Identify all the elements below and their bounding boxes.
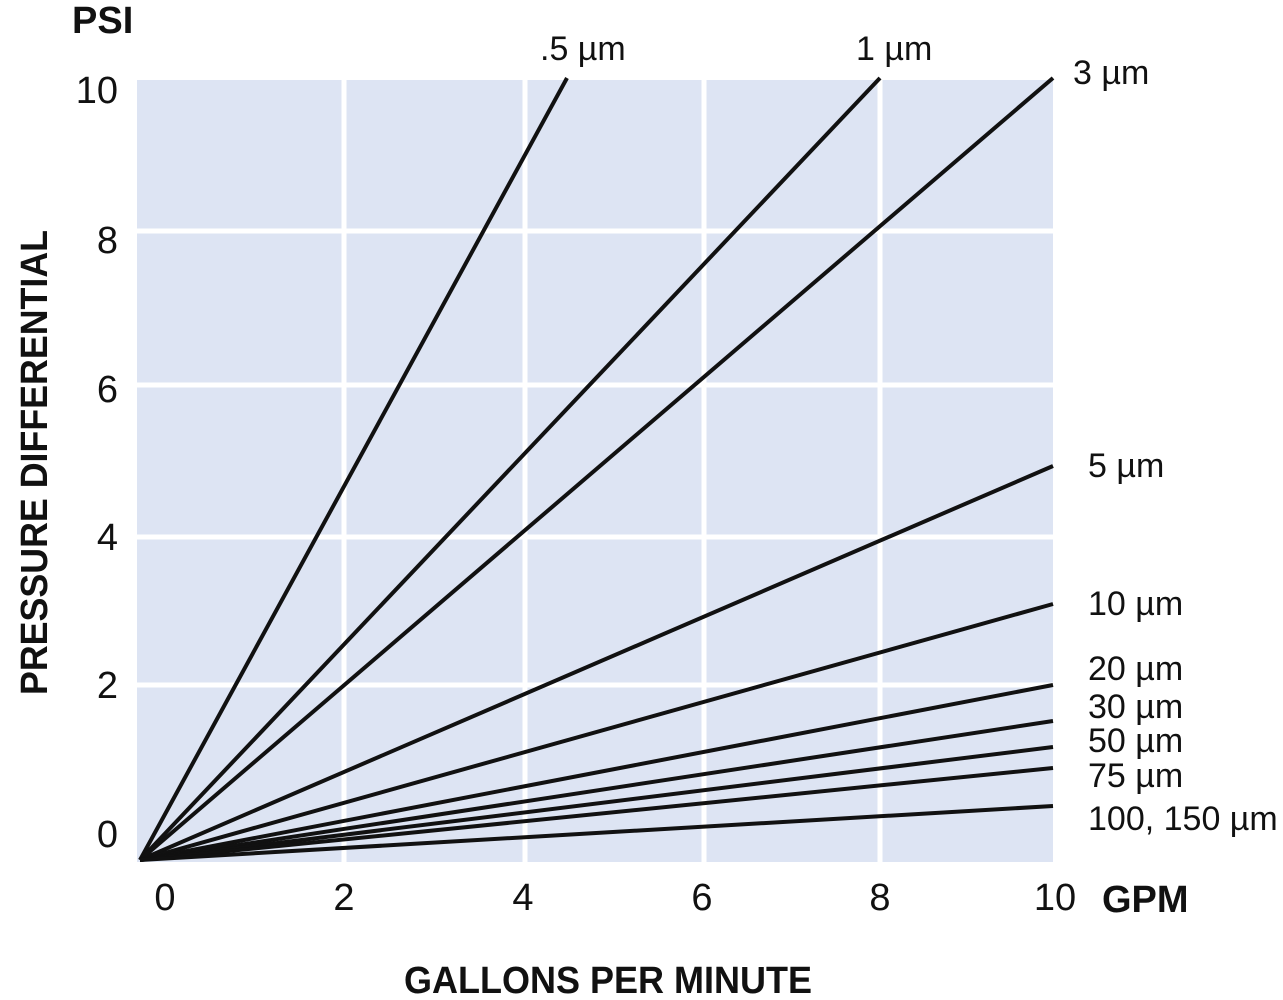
y-tick-label: 0 xyxy=(97,814,118,856)
series-label: .5 µm xyxy=(540,30,626,68)
series-line xyxy=(138,76,882,862)
y-unit-label: PSI xyxy=(72,0,133,42)
y-tick-label: 6 xyxy=(97,369,118,411)
x-tick-label: 2 xyxy=(333,877,354,919)
series-label: 1 µm xyxy=(856,30,932,68)
series-label: 5 µm xyxy=(1088,447,1164,485)
x-tick-label: 4 xyxy=(512,877,533,919)
x-tick-label: 6 xyxy=(691,877,712,919)
series-line xyxy=(139,766,1054,862)
x-axis-ticks: 0 2 4 6 8 10 xyxy=(154,877,1076,919)
y-tick-label: 10 xyxy=(76,70,118,112)
series-label: 75 µm xyxy=(1088,757,1183,795)
x-tick-label: 8 xyxy=(869,877,890,919)
y-tick-label: 8 xyxy=(97,220,118,262)
x-tick-label: 10 xyxy=(1034,877,1076,919)
y-axis-ticks: 0 2 4 6 8 10 xyxy=(76,70,118,856)
x-unit-label: GPM xyxy=(1102,879,1189,921)
series-line xyxy=(138,76,1055,862)
series-label: 30 µm xyxy=(1088,688,1183,726)
series-label: 10 µm xyxy=(1088,585,1183,623)
series-line xyxy=(139,464,1054,862)
series-label: 100, 150 µm xyxy=(1088,800,1278,838)
x-tick-label: 0 xyxy=(154,877,175,919)
x-axis-title: GALLONS PER MINUTE xyxy=(404,960,812,1000)
series-line xyxy=(138,77,569,861)
series-line xyxy=(139,745,1054,862)
series-label: 20 µm xyxy=(1088,650,1183,688)
y-tick-label: 4 xyxy=(97,517,118,559)
series-lines xyxy=(138,76,1055,862)
series-line xyxy=(139,804,1054,862)
series-line xyxy=(139,602,1054,862)
y-axis-title: PRESSURE DIFFERENTIAL xyxy=(14,230,56,695)
grid xyxy=(137,80,1053,862)
y-tick-label: 2 xyxy=(97,665,118,707)
series-line xyxy=(139,683,1054,862)
series-line xyxy=(139,719,1054,862)
series-label: 50 µm xyxy=(1088,722,1183,760)
series-label: 3 µm xyxy=(1073,54,1149,92)
